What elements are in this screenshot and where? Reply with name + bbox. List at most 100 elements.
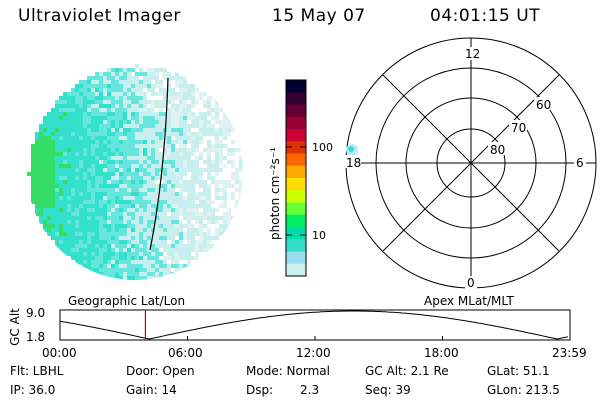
image-pixel [131,156,135,160]
image-pixel [211,180,215,184]
image-pixel [103,192,107,196]
image-pixel [203,116,207,120]
image-pixel [147,208,151,212]
image-pixel [111,172,115,176]
image-pixel [115,268,119,272]
image-pixel [107,88,111,92]
image-pixel [143,172,147,176]
image-pixel [183,208,187,212]
image-pixel [95,104,99,108]
image-pixel [47,180,51,184]
image-pixel [67,160,71,164]
image-pixel [59,136,63,140]
image-pixel [63,144,67,148]
image-pixel [143,72,147,76]
image-pixel [115,76,119,80]
image-pixel [167,204,171,208]
colorbar-tick-label-100: 100 [312,141,333,154]
image-pixel [187,184,191,188]
image-pixel [55,124,59,128]
image-pixel [175,72,179,76]
image-pixel [75,100,79,104]
image-pixel [143,116,147,120]
image-pixel [119,188,123,192]
image-pixel [115,188,119,192]
image-pixel [99,248,103,252]
image-pixel [59,112,63,116]
image-pixel [71,256,75,260]
image-pixel [127,148,131,152]
image-pixel [223,232,227,236]
image-pixel [67,192,71,196]
image-pixel [59,152,63,156]
image-pixel [115,200,119,204]
image-pixel [183,132,187,136]
image-pixel [167,236,171,240]
image-pixel [99,164,103,168]
image-pixel [103,148,107,152]
image-pixel [91,252,95,256]
image-pixel [95,196,99,200]
image-pixel [71,204,75,208]
image-pixel [63,212,67,216]
image-pixel [131,144,135,148]
image-pixel [115,172,119,176]
image-pixel [71,200,75,204]
image-pixel [55,192,59,196]
image-pixel [31,160,35,164]
image-pixel [119,120,123,124]
image-pixel [79,96,83,100]
image-pixel [231,128,235,132]
image-pixel [59,184,63,188]
image-pixel [123,72,127,76]
image-pixel [47,132,51,136]
image-pixel [75,152,79,156]
image-pixel [151,140,155,144]
image-pixel [75,220,79,224]
image-pixel [223,116,227,120]
image-pixel [39,176,43,180]
image-pixel [39,124,43,128]
image-pixel [171,92,175,96]
image-pixel [135,200,139,204]
image-pixel [111,84,115,88]
image-pixel [167,264,171,268]
image-pixel [75,128,79,132]
image-pixel [139,180,143,184]
image-pixel [47,228,51,232]
image-pixel [143,228,147,232]
image-pixel [43,220,47,224]
image-pixel [63,160,67,164]
image-pixel [155,184,159,188]
image-pixel [223,180,227,184]
image-pixel [175,76,179,80]
image-pixel [147,160,151,164]
image-pixel [127,240,131,244]
image-pixel [99,160,103,164]
image-pixel [111,180,115,184]
image-pixel [167,112,171,116]
image-pixel [87,160,91,164]
image-pixel [163,228,167,232]
image-pixel [131,216,135,220]
image-pixel [107,200,111,204]
image-pixel [183,104,187,108]
image-pixel [207,160,211,164]
image-pixel [235,200,239,204]
image-pixel [59,120,63,124]
image-pixel [183,108,187,112]
image-pixel [147,256,151,260]
image-pixel [63,140,67,144]
image-pixel [203,240,207,244]
image-pixel [131,124,135,128]
image-pixel [151,200,155,204]
image-pixel [127,124,131,128]
image-pixel [131,212,135,216]
image-pixel [115,248,119,252]
image-pixel [123,208,127,212]
image-pixel [187,140,191,144]
image-pixel [179,228,183,232]
image-pixel [207,108,211,112]
image-pixel [59,104,63,108]
image-pixel [99,204,103,208]
